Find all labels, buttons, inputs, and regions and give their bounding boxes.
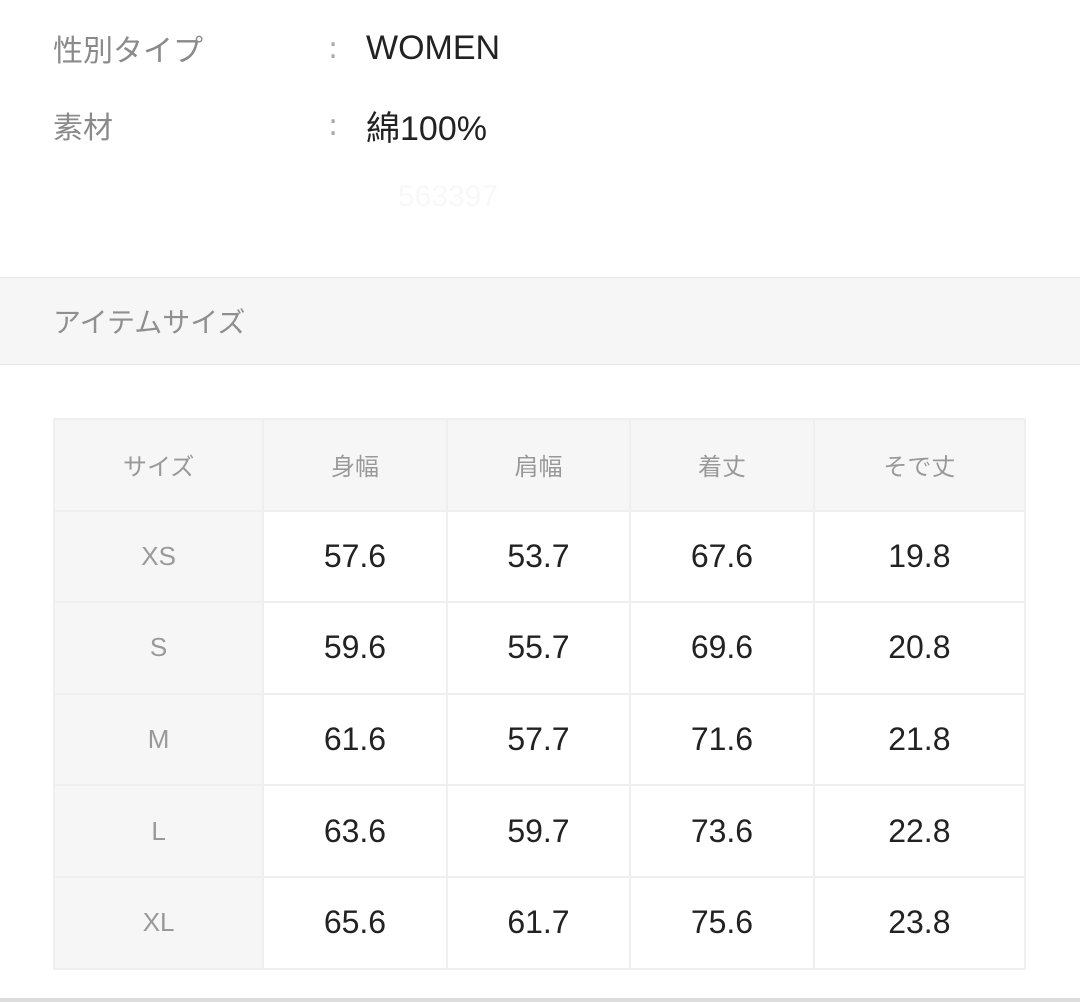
column-header: 着丈: [629, 418, 815, 512]
column-header: そで丈: [812, 418, 1027, 512]
faint-code-value: 563397: [398, 180, 499, 213]
measurement-cell: 61.6: [262, 692, 448, 787]
size-cell: M: [52, 692, 265, 787]
measurement-cell: 57.7: [445, 692, 632, 787]
measurement-cell: 59.7: [445, 784, 632, 878]
detail-value: 綿100%: [366, 109, 487, 148]
size-table: サイズ 身幅 肩幅 着丈 そで丈 XS 57.6 53.7 67.6 19.8 S 59.6 55.7…: [52, 418, 1027, 970]
table-row: S 59.6 55.7 69.6 20.8: [52, 601, 1027, 695]
measurement-cell: 57.6: [262, 509, 448, 604]
table-header-row: サイズ 身幅 肩幅 着丈 そで丈: [52, 418, 1027, 512]
measurement-cell: 20.8: [812, 601, 1027, 695]
measurement-cell: 75.6: [629, 875, 815, 970]
measurement-cell: 69.6: [629, 601, 815, 695]
table-row: XS 57.6 53.7 67.6 19.8: [52, 509, 1027, 604]
table-row: L 63.6 59.7 73.6 22.8: [52, 784, 1027, 878]
section-title: アイテムサイズ: [53, 306, 246, 339]
measurement-cell: 19.8: [812, 509, 1027, 604]
colon: :: [328, 30, 339, 66]
size-cell: XS: [52, 509, 265, 604]
table-row: XL 65.6 61.7 75.6 23.8: [52, 875, 1027, 970]
table-row: M 61.6 57.7 71.6 21.8: [52, 692, 1027, 787]
column-header: 身幅: [262, 418, 448, 512]
measurement-cell: 22.8: [812, 784, 1027, 878]
size-cell: L: [52, 784, 265, 878]
size-cell: S: [52, 601, 265, 695]
detail-label: 性別タイプ: [53, 34, 203, 69]
section-header-item-size: アイテムサイズ: [0, 277, 1080, 365]
measurement-cell: 21.8: [812, 692, 1027, 787]
divider: [0, 998, 1080, 1002]
measurement-cell: 71.6: [629, 692, 815, 787]
measurement-cell: 55.7: [445, 601, 632, 695]
measurement-cell: 59.6: [262, 601, 448, 695]
column-header: サイズ: [52, 418, 265, 512]
detail-material: 素材 : 綿100%: [53, 103, 487, 148]
measurement-cell: 61.7: [445, 875, 632, 970]
measurement-cell: 53.7: [445, 509, 632, 604]
detail-gender: 性別タイプ : WOMEN: [53, 26, 500, 70]
measurement-cell: 65.6: [262, 875, 448, 970]
measurement-cell: 23.8: [812, 875, 1027, 970]
detail-value: WOMEN: [366, 28, 501, 67]
measurement-cell: 63.6: [262, 784, 448, 878]
size-cell: XL: [52, 875, 265, 970]
measurement-cell: 73.6: [629, 784, 815, 878]
measurement-cell: 67.6: [629, 509, 815, 604]
detail-label: 素材: [53, 111, 113, 146]
column-header: 肩幅: [445, 418, 632, 512]
colon: :: [328, 107, 339, 143]
